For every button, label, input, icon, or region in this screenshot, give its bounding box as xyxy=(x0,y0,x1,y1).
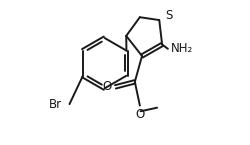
Text: O: O xyxy=(102,80,112,93)
Text: S: S xyxy=(164,9,172,22)
Text: NH₂: NH₂ xyxy=(170,42,192,55)
Text: O: O xyxy=(135,108,144,121)
Text: Br: Br xyxy=(48,98,61,111)
